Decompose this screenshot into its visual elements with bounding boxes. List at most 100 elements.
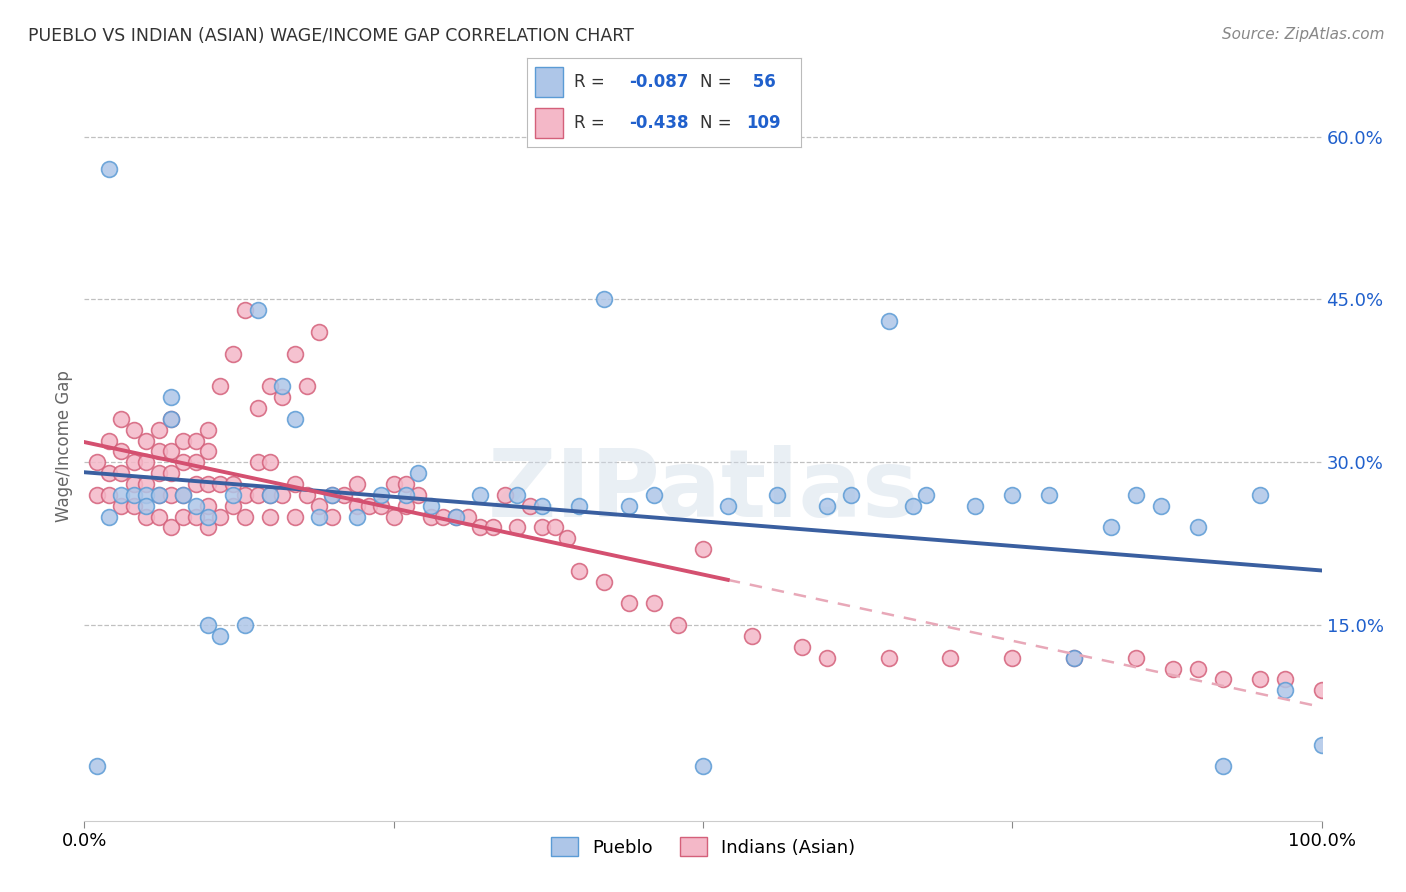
Point [197,509,219,524]
Point [1310,683,1333,698]
Point [1274,673,1296,687]
Point [1212,759,1234,773]
Point [122,455,145,469]
Point [135,477,157,491]
Point [481,520,503,534]
Point [222,477,245,491]
Point [172,488,194,502]
Point [877,314,900,328]
Point [172,455,194,469]
Point [246,455,269,469]
Point [86,759,108,773]
Point [568,564,591,578]
Point [135,455,157,469]
Point [506,488,529,502]
Point [470,520,492,534]
Point [222,347,245,361]
Bar [536,67,562,97]
Point [408,466,430,480]
Point [209,509,232,524]
Point [233,488,256,502]
Point [717,499,740,513]
Point [122,499,145,513]
Point [1161,662,1184,676]
Point [395,499,418,513]
Point [1099,520,1122,534]
Point [86,488,108,502]
Point [470,488,492,502]
Point [308,499,330,513]
Point [284,477,307,491]
Point [271,390,294,404]
Point [233,618,256,632]
Point [135,488,157,502]
Point [160,390,183,404]
Point [233,303,256,318]
Point [160,520,183,534]
Point [172,488,194,502]
Point [222,488,245,502]
Point [98,509,121,524]
Point [1038,488,1060,502]
Point [148,488,170,502]
Point [395,477,418,491]
Point [321,509,343,524]
Point [209,477,232,491]
Point [1150,499,1173,513]
Point [148,444,170,458]
Point [135,509,157,524]
Point [98,162,121,177]
Text: R =: R = [574,73,605,91]
Point [110,412,132,426]
Point [246,303,269,318]
Point [506,520,529,534]
Y-axis label: Wage/Income Gap: Wage/Income Gap [55,370,73,522]
Point [1249,488,1271,502]
Point [741,629,763,643]
Point [98,466,121,480]
Point [233,509,256,524]
Point [209,379,232,393]
Point [370,488,392,502]
Point [184,509,207,524]
Point [790,640,813,654]
Point [148,488,170,502]
Point [346,499,368,513]
Point [86,455,108,469]
Bar [536,108,562,138]
Point [160,466,183,480]
Point [259,509,281,524]
Point [271,379,294,393]
Point [122,488,145,502]
Point [457,509,479,524]
Text: 109: 109 [747,114,782,132]
Point [1125,488,1147,502]
Point [259,379,281,393]
Point [444,509,467,524]
Point [160,444,183,458]
Point [382,477,405,491]
Point [692,542,714,557]
Point [246,401,269,415]
Point [593,574,616,589]
Point [321,488,343,502]
Point [531,520,554,534]
Point [184,499,207,513]
Point [666,618,689,632]
Text: R =: R = [574,114,605,132]
Point [284,347,307,361]
Point [444,509,467,524]
Point [568,499,591,513]
Point [197,423,219,437]
Point [259,455,281,469]
Point [1063,650,1085,665]
Point [346,477,368,491]
Point [259,488,281,502]
Point [148,423,170,437]
Point [209,629,232,643]
Point [370,499,392,513]
Point [197,499,219,513]
Point [617,597,640,611]
Point [222,499,245,513]
Point [419,509,441,524]
